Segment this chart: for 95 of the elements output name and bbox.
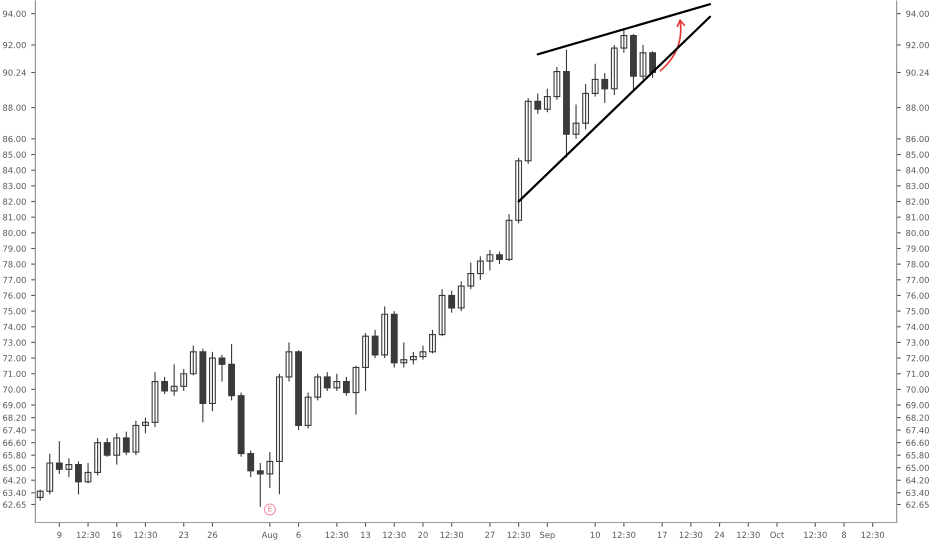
y-tick-label: 68.20 <box>3 414 26 421</box>
candlestick <box>65 458 72 478</box>
y-tick-label: 84.00 <box>3 167 26 174</box>
y-tick-label: 88.00 <box>3 104 26 111</box>
y-tick-label: 73.00 <box>3 339 26 346</box>
y-tick-label: 82.00 <box>3 198 26 205</box>
x-tick-label: 12:30 <box>134 532 157 538</box>
y-tick-label: 77.00 <box>3 276 26 284</box>
x-tick-label: 10 <box>590 532 600 538</box>
y2-tick-label: 63.40 <box>906 490 929 496</box>
x-tick-label: 12:30 <box>680 532 702 538</box>
y-tick-label: 92.00 <box>3 42 26 48</box>
x-tick-label: 13 <box>361 532 370 538</box>
y-tick-label: 64.20 <box>3 477 26 484</box>
y-tick-label: 69.00 <box>3 402 26 408</box>
x-tick-label: 6 <box>296 532 301 538</box>
y-tick-label: 66.60 <box>3 440 26 446</box>
y2-tick-label: 80.00 <box>906 230 929 236</box>
y-tick-label: 80.00 <box>3 230 26 236</box>
x-tick-label: Sep <box>540 532 555 540</box>
y2-tick-label: 65.80 <box>906 452 929 458</box>
x-tick-label: 20 <box>418 532 428 538</box>
x-tick-label: 26 <box>208 532 218 538</box>
x-tick-label: 23 <box>179 532 188 538</box>
x-tick-label: 12:30 <box>804 532 827 538</box>
y2-tick-label: 76.00 <box>906 292 929 299</box>
y-tick-label: 90.24 <box>3 69 26 76</box>
y-tick-label: 94.00 <box>3 10 26 17</box>
y-tick-label: 65.80 <box>3 452 26 458</box>
y2-tick-label: 70.00 <box>906 386 929 393</box>
y2-tick-label: 88.00 <box>906 104 929 111</box>
y2-tick-label: 78.00 <box>906 261 929 268</box>
y2-tick-label: 81.00 <box>906 214 929 220</box>
y-tick-label: 72.00 <box>3 355 26 362</box>
x-tick-label: Oct <box>770 532 784 538</box>
candlestick <box>218 354 226 382</box>
candlestick <box>496 251 503 265</box>
y-tick-label: 85.00 <box>3 152 26 158</box>
y2-tick-label: 65.00 <box>906 464 929 471</box>
x-tick-label: 12:30 <box>326 532 348 538</box>
y2-tick-label: 79.00 <box>906 245 929 252</box>
y2-tick-label: 72.00 <box>906 355 929 362</box>
y2-tick-label: 69.00 <box>906 402 929 408</box>
y2-tick-label: 94.00 <box>906 10 929 17</box>
y-tick-label: 76.00 <box>3 292 26 299</box>
y2-tick-label: 82.00 <box>906 198 929 205</box>
y-tick-label: 81.00 <box>3 214 26 220</box>
y-tick-label: 79.00 <box>3 245 26 252</box>
x-tick-label: 12:30 <box>737 532 760 538</box>
x-tick-label: 8 <box>842 532 846 538</box>
y2-tick-label: 62.65 <box>906 501 929 508</box>
y-tick-label: 63.40 <box>3 490 26 496</box>
y2-tick-label: 90.24 <box>906 69 929 76</box>
x-tick-label: 12:30 <box>508 532 530 538</box>
x-tick-label: 12:30 <box>612 532 636 538</box>
y2-tick-label: 92.00 <box>906 42 929 48</box>
y2-tick-label: 75.00 <box>906 308 929 314</box>
x-tick-label: 12:30 <box>383 532 406 538</box>
candlestick <box>333 373 340 392</box>
x-tick-label: 9 <box>57 532 62 538</box>
y-tick-label: 78.00 <box>3 261 26 268</box>
y2-tick-label: 74.00 <box>906 324 929 330</box>
y-tick-label: 67.40 <box>3 427 26 434</box>
y-tick-label: 74.00 <box>3 324 26 330</box>
y2-tick-label: 73.00 <box>906 339 929 346</box>
x-tick-label: 17 <box>658 532 667 538</box>
y2-tick-label: 77.00 <box>906 276 929 284</box>
y2-tick-label: 85.00 <box>906 152 929 158</box>
y-tick-label: 75.00 <box>3 308 26 314</box>
y2-tick-label: 71.00 <box>906 370 929 378</box>
x-tick-label: Aug <box>262 532 278 540</box>
y2-tick-label: 66.60 <box>906 440 929 446</box>
x-tick-label: 12:30 <box>440 532 464 538</box>
y-tick-label: 83.00 <box>3 182 26 190</box>
y2-tick-label: 64.20 <box>906 477 929 484</box>
x-tick-label: 27 <box>485 532 495 538</box>
candlestick <box>142 417 149 434</box>
y-tick-label: 62.65 <box>3 501 26 508</box>
x-tick-label: 12:30 <box>862 532 884 538</box>
y2-tick-label: 68.20 <box>906 414 929 421</box>
candlestick <box>486 250 494 271</box>
y-tick-label: 71.00 <box>3 370 26 378</box>
x-tick-label: 16 <box>112 532 122 538</box>
candlestick <box>56 440 63 475</box>
y2-tick-label: 84.00 <box>906 167 929 174</box>
y2-tick-label: 67.40 <box>906 427 929 434</box>
y2-tick-label: 83.00 <box>906 182 929 190</box>
x-tick-label: 24 <box>714 532 724 538</box>
x-tick-label: 12:30 <box>76 532 100 538</box>
y-tick-label: 86.00 <box>3 136 26 142</box>
y2-tick-label: 86.00 <box>906 136 929 142</box>
candlestick <box>170 364 178 396</box>
candlestick <box>640 44 646 80</box>
y-tick-label: 70.00 <box>3 386 26 393</box>
y-tick-label: 65.00 <box>3 464 26 471</box>
